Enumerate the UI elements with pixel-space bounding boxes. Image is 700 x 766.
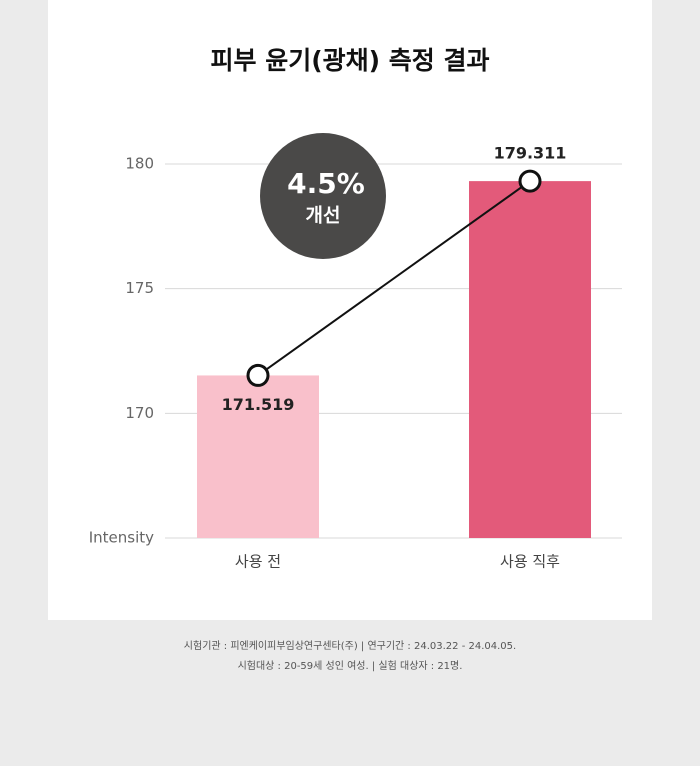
footnote: 시험기관 : 피엔케이피부임상연구센타(주) | 연구기간 : 24.03.22… xyxy=(184,639,516,652)
bar xyxy=(469,181,591,538)
bar xyxy=(197,375,319,538)
y-tick-label: 175 xyxy=(125,279,154,297)
badge xyxy=(260,133,386,259)
trend-line xyxy=(257,180,531,377)
value-label: 179.311 xyxy=(494,144,567,163)
y-tick-label: Intensity xyxy=(89,529,154,547)
x-tick-label: 사용 직후 xyxy=(500,553,560,571)
value-label: 171.519 xyxy=(222,395,295,414)
point xyxy=(246,363,270,387)
y-tick-label: 180 xyxy=(125,154,154,172)
point xyxy=(518,169,542,193)
x-tick-label: 사용 전 xyxy=(235,553,281,571)
badge-value: 4.5% xyxy=(287,167,365,200)
footnote: 시험대상 : 20-59세 성인 여성. | 실험 대상자 : 21명. xyxy=(238,660,463,672)
y-tick-label: 170 xyxy=(125,404,154,422)
badge-text: 개선 xyxy=(306,205,341,227)
chart-title: 피부 윤기(광채) 측정 결과 xyxy=(211,46,490,75)
